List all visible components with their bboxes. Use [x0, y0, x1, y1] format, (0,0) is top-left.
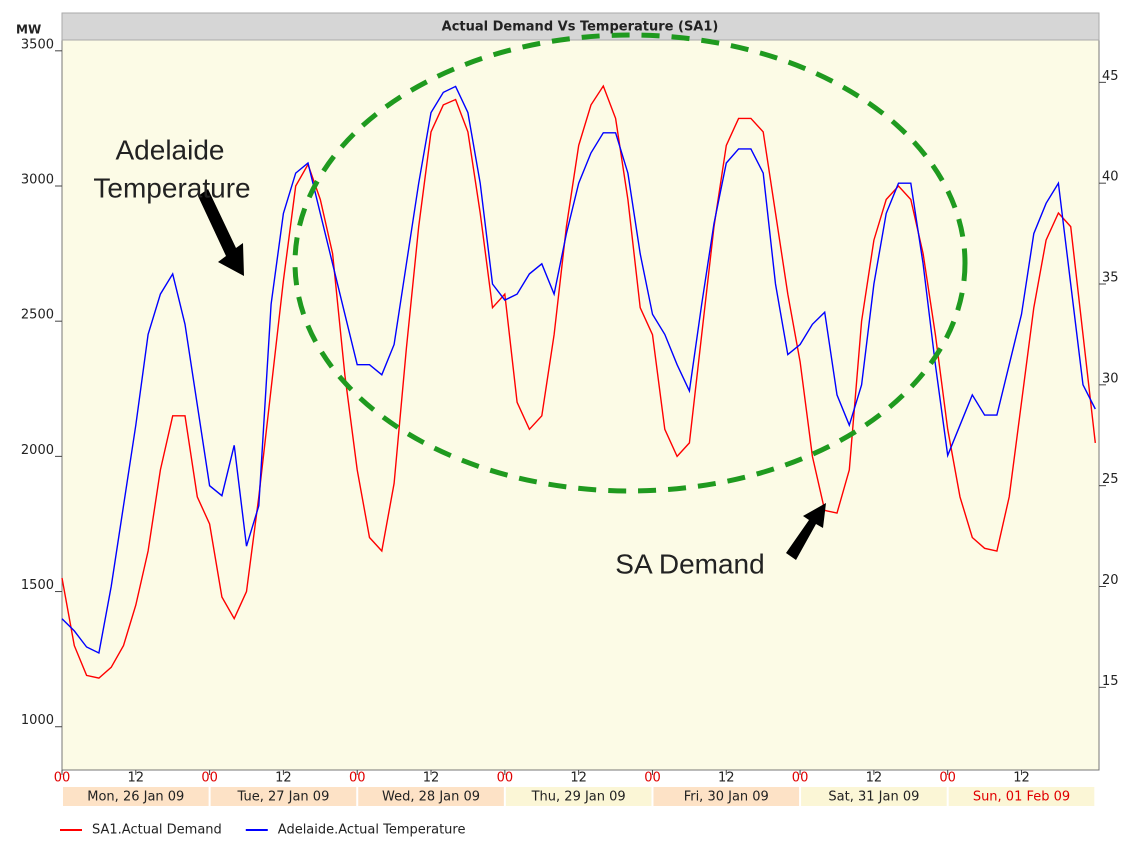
day-band: [801, 787, 947, 806]
plot-area: [61, 39, 1100, 771]
y-tick-label: 2000: [21, 443, 54, 458]
highlight-ellipse: [292, 32, 968, 494]
x-tick-label: 12: [128, 771, 145, 786]
day-label: Thu, 29 Jan 09: [531, 790, 626, 805]
series-line: [61, 84, 1096, 679]
title-bar: [61, 12, 1100, 41]
y2-tick-label: 20: [1102, 573, 1119, 588]
legend-label: SA1.Actual Demand: [92, 823, 222, 838]
y2-tick-label: 35: [1102, 271, 1119, 286]
y-tick-label: 3500: [21, 37, 54, 52]
x-tick-label: 12: [275, 771, 292, 786]
annotation: Adelaide: [116, 134, 225, 165]
y-tick-label: 3000: [21, 173, 54, 188]
day-label: Fri, 30 Jan 09: [684, 790, 769, 805]
y2-tick-label: 45: [1102, 69, 1119, 84]
plot-layer: 1000 1500 2000 2500 3000 3500 15 20 25 30 35 40 45 Mo…: [21, 37, 1119, 806]
day-label: Mon, 26 Jan 09: [87, 790, 184, 805]
arrow: [786, 503, 826, 560]
y2-tick-label: 40: [1102, 170, 1119, 185]
day-band: [653, 787, 800, 806]
day-label: Wed, 28 Jan 09: [382, 790, 480, 805]
day-label: Sun, 01 Feb 09: [973, 790, 1070, 805]
legend-label: Adelaide.Actual Temperature: [278, 823, 466, 838]
day-band: [948, 787, 1095, 806]
chart-title: Actual Demand Vs Temperature (SA1): [442, 20, 719, 35]
x-tick-label: 00: [939, 771, 956, 786]
x-tick-label: 00: [644, 771, 661, 786]
x-tick-label: 12: [718, 771, 735, 786]
y2-tick-label: 25: [1102, 472, 1119, 487]
x-tick-label: 00: [497, 771, 514, 786]
day-label: Tue, 27 Jan 09: [236, 790, 329, 805]
day-band: [210, 787, 357, 806]
day-band: [505, 787, 652, 806]
y2-tick-label: 30: [1102, 371, 1119, 386]
x-tick-label: 12: [570, 771, 587, 786]
annotation: SA Demand: [615, 548, 764, 579]
y-tick-label: 2500: [21, 308, 54, 323]
x-tick-label: 00: [201, 771, 218, 786]
x-tick-label: 00: [792, 771, 809, 786]
annotation: Temperature: [93, 172, 250, 203]
arrow: [198, 189, 244, 276]
y-tick-label: 1500: [21, 578, 54, 593]
day-band: [63, 787, 209, 806]
y2-tick-label: 15: [1102, 674, 1119, 689]
x-tick-label: 12: [1013, 771, 1030, 786]
y-tick-label: 1000: [21, 713, 54, 728]
series-line: [61, 85, 1096, 655]
x-tick-label: 00: [349, 771, 366, 786]
y-axis-label: MW: [16, 23, 41, 37]
x-tick-label: 12: [423, 771, 440, 786]
day-band: [358, 787, 504, 806]
day-label: Sat, 31 Jan 09: [828, 790, 919, 805]
x-tick-label: 12: [866, 771, 883, 786]
x-tick-label: 00: [54, 771, 71, 786]
